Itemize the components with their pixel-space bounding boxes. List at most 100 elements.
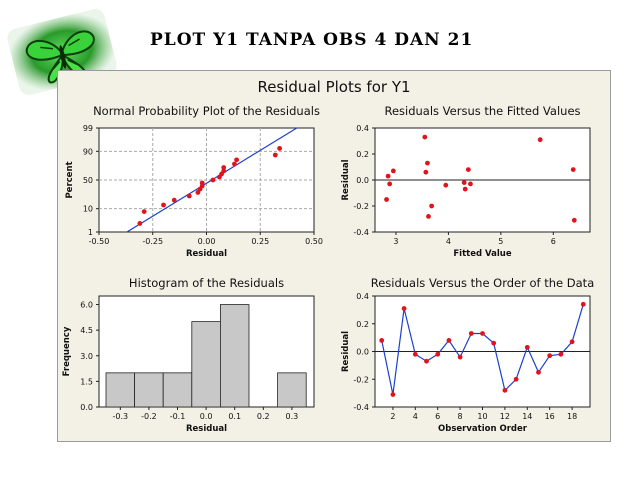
order-x-tick-label: 12: [500, 412, 510, 421]
figure-title: Residual Plots for Y1: [257, 78, 410, 96]
fitted-y-label: Residual: [341, 159, 351, 200]
order-point: [424, 358, 429, 364]
fitted-x-tick-label: 3: [393, 237, 398, 246]
fitted-y-tick-label: 0.2: [356, 150, 369, 159]
slide-title: PLOT Y1 TANPA OBS 4 DAN 21: [150, 30, 474, 50]
hist-x-tick-label: 0.3: [286, 412, 299, 421]
hist-y-tick-label: 6.0: [80, 301, 93, 310]
fitted-point: [422, 134, 428, 140]
order-y-tick-label: 0.2: [356, 320, 369, 329]
npp-point: [199, 180, 205, 186]
order-point: [379, 338, 385, 343]
npp-y-tick-label: 50: [83, 176, 93, 185]
npp-x-tick-label: 0.00: [198, 237, 216, 246]
fitted-y-tick-label: -0.4: [353, 228, 369, 237]
order-point: [446, 338, 452, 343]
npp-x-tick-label: 0.25: [251, 237, 269, 246]
hist-y-tick-label: 0.0: [80, 403, 93, 412]
order-x-tick-label: 10: [477, 412, 487, 421]
butterfly-logo: [7, 9, 117, 95]
residual-plots-figure: Residual Plots for Y1 Normal Probability…: [62, 78, 595, 434]
fitted-point: [390, 168, 396, 174]
fitted-point: [429, 203, 435, 209]
hist-bar: [162, 372, 193, 408]
fitted-point: [468, 181, 473, 187]
order-point: [491, 340, 497, 346]
order-point: [468, 331, 474, 336]
hist-x-tick-label: 0.0: [200, 412, 213, 421]
hist-y-tick-label: 4.5: [80, 326, 93, 335]
fitted-y-tick-label: 0.0: [356, 176, 369, 185]
order-title: Residuals Versus the Order of the Data: [371, 276, 595, 290]
order-y-tick-label: 0.0: [356, 348, 369, 357]
fitted-y-tick-label: 0.4: [356, 124, 369, 133]
order-x-tick-label: 16: [545, 412, 555, 421]
order-point: [390, 392, 396, 397]
order-point: [558, 351, 564, 357]
npp-point: [272, 152, 278, 158]
order-point: [536, 369, 541, 375]
order-x-tick-label: 4: [413, 412, 418, 421]
fitted-point: [462, 186, 468, 192]
fitted-point: [570, 167, 576, 172]
fitted-title: Residuals Versus the Fitted Values: [384, 104, 580, 118]
hist-bar: [134, 372, 164, 408]
order-point: [435, 351, 441, 357]
order-point: [547, 353, 553, 359]
npp-point: [221, 168, 227, 174]
fitted-x-tick-label: 4: [446, 237, 451, 246]
hist-bar: [219, 304, 250, 408]
npp-point: [232, 161, 237, 167]
hist-x-tick-label: -0.3: [112, 412, 128, 421]
npp-point: [137, 221, 143, 226]
order-y-tick-label: -0.4: [353, 403, 369, 412]
hist-bar: [105, 372, 136, 408]
npp-y-tick-label: 10: [83, 205, 93, 214]
order-x-tick-label: 8: [458, 412, 463, 421]
order-point: [401, 306, 407, 311]
fitted-x-label: Fitted Value: [453, 249, 511, 259]
npp-y-tick-label: 90: [83, 147, 93, 156]
npp-y-tick-label: 1: [88, 228, 93, 237]
npp-y-tick-label: 99: [83, 124, 93, 133]
npp-title: Normal Probability Plot of the Residuals: [93, 104, 320, 118]
hist-x-label: Residual: [186, 424, 227, 434]
order-point: [513, 376, 519, 382]
hist-y-label: Frequency: [62, 326, 72, 376]
hist-title: Histogram of the Residuals: [129, 276, 284, 290]
order-point: [502, 387, 508, 393]
order-x-tick-label: 2: [390, 412, 395, 421]
hist-x-tick-label: -0.2: [141, 412, 157, 421]
fitted-point: [387, 181, 393, 187]
fitted-x-tick-label: 6: [551, 237, 556, 246]
npp-point: [277, 146, 282, 151]
fitted-point: [537, 137, 543, 143]
order-y-tick-label: 0.4: [356, 292, 369, 301]
figure-panel: Residual Plots for Y1 Normal Probability…: [57, 70, 611, 442]
hist-y-tick-label: 1.5: [80, 377, 93, 386]
npp-x-tick-label: -0.50: [89, 237, 110, 246]
fitted-point: [443, 182, 449, 188]
order-y-tick-label: -0.2: [353, 375, 369, 384]
hist-y-tick-label: 3.0: [80, 352, 93, 361]
npp-point: [171, 197, 177, 203]
hist-x-tick-label: -0.1: [170, 412, 186, 421]
npp-y-label: Percent: [65, 161, 75, 198]
order-point: [524, 344, 530, 350]
order-point: [457, 354, 463, 360]
hist-x-tick-label: 0.2: [257, 412, 270, 421]
npp-point: [221, 165, 227, 170]
fitted-point: [423, 169, 429, 175]
fitted-point: [571, 217, 577, 223]
fitted-x-tick-label: 5: [498, 237, 503, 246]
order-x-tick-label: 6: [435, 412, 440, 421]
hist-bar: [191, 321, 221, 408]
order-point: [412, 351, 418, 357]
npp-x-label: Residual: [186, 249, 227, 259]
npp-x-tick-label: 0.50: [305, 237, 323, 246]
npp-point: [210, 177, 216, 183]
hist-bar: [277, 372, 307, 408]
order-point: [480, 331, 485, 336]
fitted-point: [385, 173, 391, 179]
order-point: [580, 301, 586, 307]
